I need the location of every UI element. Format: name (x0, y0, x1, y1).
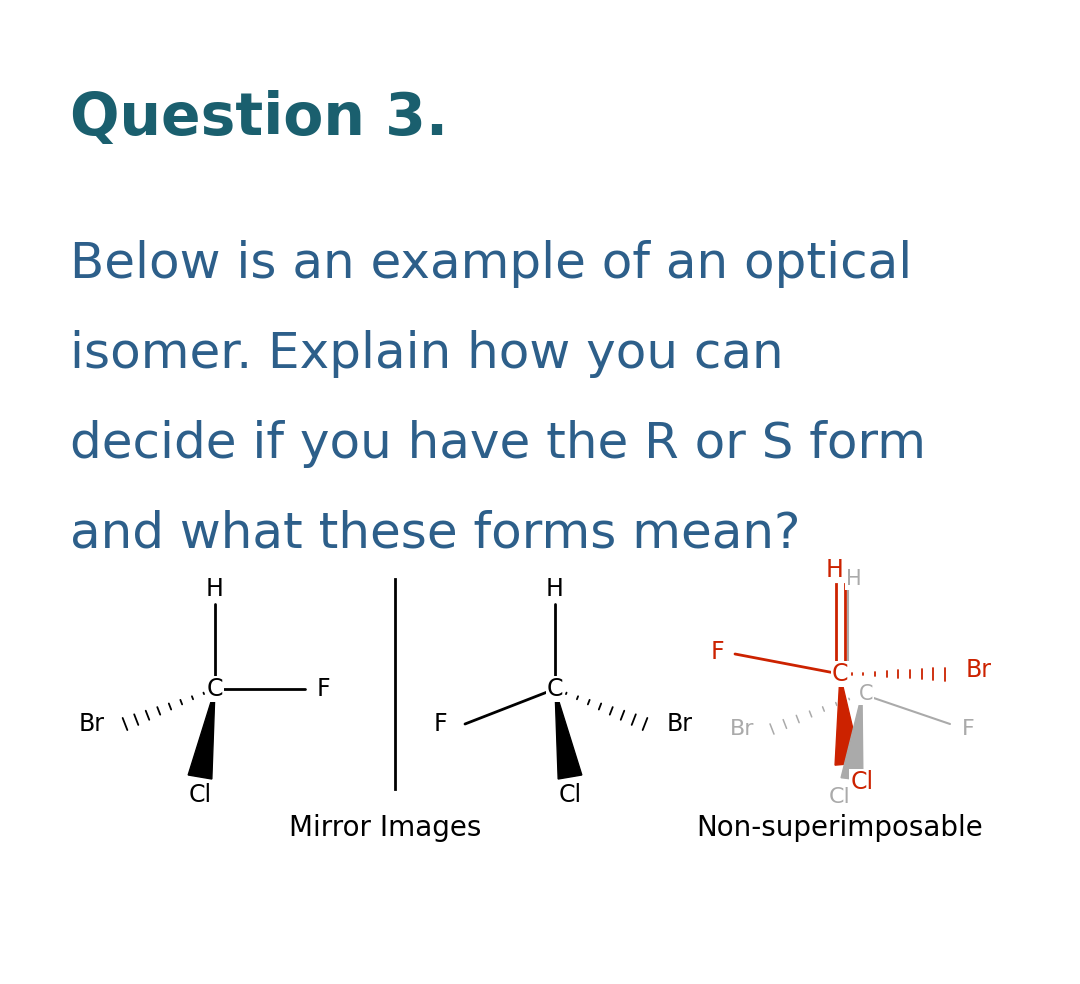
Polygon shape (188, 689, 215, 779)
Text: decide if you have the R or S form: decide if you have the R or S form (70, 420, 926, 468)
Text: and what these forms mean?: and what these forms mean? (70, 510, 800, 558)
Text: F: F (711, 640, 724, 664)
Text: Br: Br (79, 712, 105, 736)
Text: Cl: Cl (188, 783, 212, 807)
Text: C: C (206, 677, 224, 701)
Text: Question 3.: Question 3. (70, 90, 448, 147)
Text: C: C (546, 677, 564, 701)
Text: Br: Br (667, 712, 693, 736)
Text: Cl: Cl (558, 783, 581, 807)
Text: H: H (826, 558, 843, 582)
Text: isomer. Explain how you can: isomer. Explain how you can (70, 330, 784, 378)
Text: H: H (847, 569, 862, 589)
Text: F: F (961, 719, 974, 739)
Text: H: H (206, 577, 224, 601)
Text: F: F (433, 712, 447, 736)
Polygon shape (555, 689, 582, 779)
Polygon shape (841, 694, 863, 780)
Text: C: C (859, 684, 874, 704)
Text: Mirror Images: Mirror Images (288, 814, 482, 842)
Text: Cl: Cl (850, 770, 874, 794)
Text: Non-superimposable: Non-superimposable (697, 814, 984, 842)
Text: Br: Br (729, 719, 754, 739)
Text: Cl: Cl (829, 787, 851, 807)
Polygon shape (835, 674, 861, 766)
Text: Br: Br (966, 658, 993, 682)
Text: Below is an example of an optical: Below is an example of an optical (70, 240, 913, 288)
Text: H: H (546, 577, 564, 601)
Text: C: C (832, 662, 848, 686)
Text: F: F (316, 677, 329, 701)
